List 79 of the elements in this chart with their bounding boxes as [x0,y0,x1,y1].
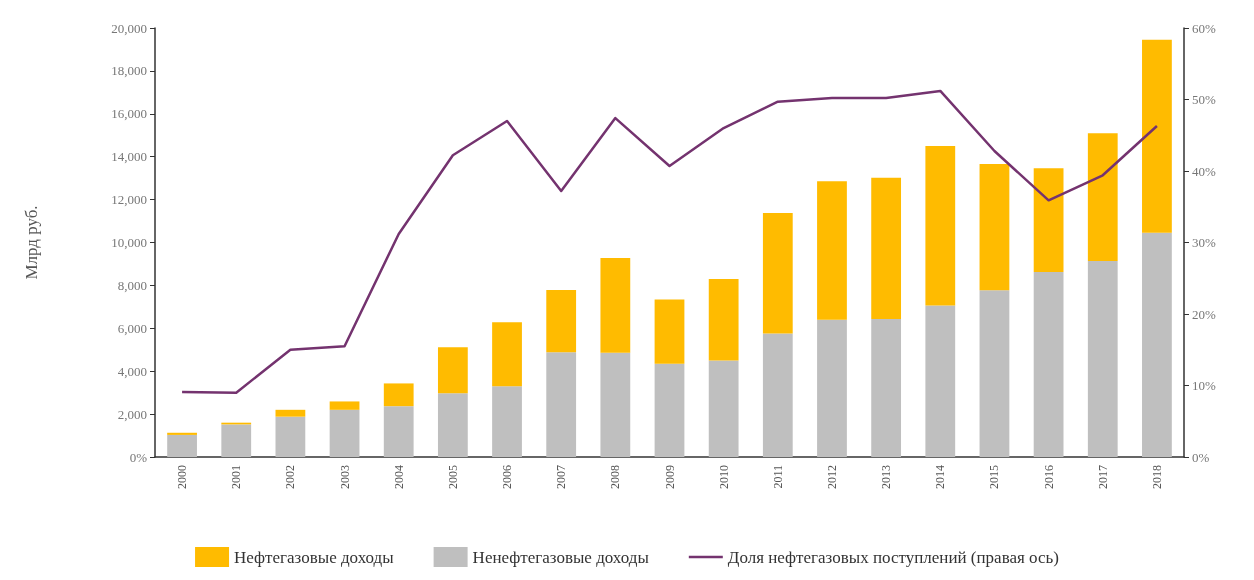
bar [1142,39,1172,233]
bar [708,278,739,361]
bar [546,290,577,353]
bar [817,181,847,320]
bar [167,434,197,457]
bar [925,305,956,457]
bar [383,406,414,457]
y-tick-label: 14,000 [111,149,147,165]
x-tick-label: 2011 [770,465,785,489]
bar [437,393,468,457]
x-tick-label: 2003 [337,465,352,489]
bar [762,213,793,334]
x-tick-label: 2005 [445,465,460,489]
bar [600,257,631,353]
y-tick-label: 20,000 [111,20,147,36]
x-tick-label: 2016 [1041,465,1056,489]
y2-tick-label: 40% [1192,163,1216,179]
bar [1087,133,1118,261]
y-tick-label: 6,000 [117,320,147,336]
legend-label: Нефтегазовые доходы [234,547,395,567]
y-tick-label: 12,000 [111,192,147,208]
bar [762,333,793,457]
legend-label: Ненефтегазовые доходы [472,547,650,567]
x-tick-label: 2009 [662,465,677,489]
x-tick-label: 2017 [1095,465,1110,489]
bar [329,401,360,410]
bar [492,322,522,387]
bar [1142,232,1172,457]
x-tick-label: 2001 [229,465,244,489]
bar [329,409,360,457]
bar [871,319,902,457]
bar [871,177,902,320]
bar [437,347,468,394]
bar [817,319,847,457]
bar [1087,260,1118,457]
x-tick-label: 2013 [879,465,894,489]
bar [546,352,577,457]
x-tick-label: 2010 [716,465,731,489]
bar [383,383,414,407]
line-series [180,89,1159,394]
bar [654,299,685,364]
bar [600,352,631,457]
bar [492,386,522,457]
x-tick-label: 2007 [554,465,569,489]
y-tick-label: 2,000 [117,406,147,422]
bar [275,416,306,457]
bar [221,424,252,457]
bar [708,360,739,457]
legend-label: Доля нефтегазовых поступлений (правая ось) [727,547,1059,567]
y2-tick-label: 10% [1192,378,1216,393]
x-tick-label: 2018 [1149,465,1164,489]
y2-tick-label: 50% [1192,92,1216,107]
bar [167,432,197,435]
bar [1033,168,1064,273]
x-tick-label: 2002 [283,465,298,489]
bar [979,163,1010,291]
y2-tick-label: 20% [1192,306,1216,322]
bar [925,145,956,306]
x-tick-label: 2012 [824,465,839,489]
y-tick-label: 10,000 [111,235,147,250]
x-tick-label: 2000 [175,465,190,489]
y-tick-label: 0% [129,449,148,465]
y2-tick-label: 0% [1192,449,1210,465]
y-tick-label: 4,000 [117,363,147,379]
y2-tick-label: 30% [1192,235,1216,250]
x-tick-label: 2015 [987,465,1002,489]
bar [654,363,685,457]
y-axis-title: Млрд руб. [22,205,41,280]
y2-tick-label: 60% [1192,20,1216,36]
y-tick-label: 16,000 [111,106,147,122]
bar [1033,272,1064,457]
y-tick-label: 18,000 [111,63,147,79]
y-tick-label: 8,000 [117,277,147,293]
bar [979,290,1010,457]
x-tick-label: 2008 [608,465,623,489]
x-tick-label: 2014 [933,465,948,489]
x-tick-label: 2006 [500,465,515,489]
bar [275,409,306,417]
x-tick-label: 2004 [391,465,406,489]
